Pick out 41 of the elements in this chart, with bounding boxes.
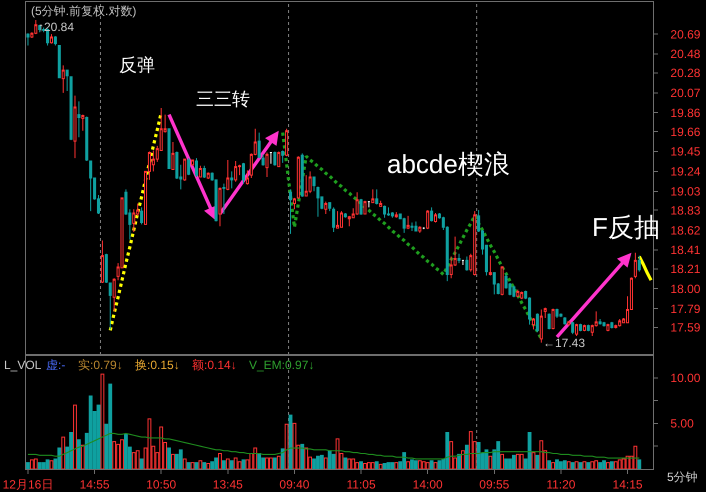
y-tick-label: 19.66 — [670, 124, 701, 139]
y-tick-label: 19.86 — [670, 106, 701, 120]
y-tick-label: 20.07 — [670, 86, 701, 100]
x-tick-label: 11:20 — [546, 477, 576, 492]
annotation: 虚:- — [46, 358, 66, 372]
x-tick-label: 10:50 — [146, 477, 177, 492]
x-tick-label: 14:15 — [612, 477, 643, 492]
y-tick-label: 19.24 — [670, 164, 701, 179]
annotation: 实:0.79↓ — [78, 358, 123, 372]
y-tick-label: 17.79 — [670, 302, 701, 316]
annotation: ←17.43 — [543, 336, 586, 350]
x-tick-label: 12月16日 — [2, 477, 54, 492]
y-tick-label: 17.59 — [670, 320, 701, 335]
annotation: L_VOL — [4, 358, 42, 372]
annotation: 换:0.15↓ — [135, 358, 180, 372]
y-tick-label: 20.48 — [670, 47, 701, 62]
annotation: F反抽 — [592, 212, 660, 242]
annotation: 三三转 — [196, 89, 250, 109]
y-tick-label: 18.21 — [670, 262, 701, 276]
y-tick-label: 10.00 — [670, 370, 701, 385]
y-tick-label: 19.45 — [670, 144, 701, 159]
annotation: 反弹 — [119, 55, 155, 75]
x-tick-label: 13:45 — [212, 477, 244, 492]
annotation: abcde楔浪 — [387, 149, 510, 179]
y-tick-label: 5.00 — [670, 416, 694, 431]
y-tick-label: 18.41 — [670, 243, 701, 258]
y-tick-label: 18.62 — [670, 223, 701, 238]
x-axis-title: 5分钟 — [667, 470, 698, 484]
annotation: V_EM:0.97↓ — [249, 358, 314, 372]
x-tick-label: 14:55 — [80, 477, 110, 492]
y-tick-label: 20.28 — [670, 66, 701, 80]
y-tick-label: 18.83 — [670, 203, 701, 218]
x-tick-label: 09:40 — [279, 477, 310, 492]
y-tick-label: 20.69 — [670, 27, 701, 42]
annotation: 额:0.14↓ — [192, 358, 237, 372]
chart-title: (5分钟.前复权.对数) — [31, 4, 136, 18]
x-tick-label: 14:00 — [412, 477, 444, 492]
x-tick-label: 11:05 — [346, 477, 376, 492]
y-tick-label: 19.03 — [670, 184, 701, 198]
y-tick-label: 18.00 — [670, 282, 701, 296]
x-tick-label: 09:55 — [479, 477, 510, 492]
